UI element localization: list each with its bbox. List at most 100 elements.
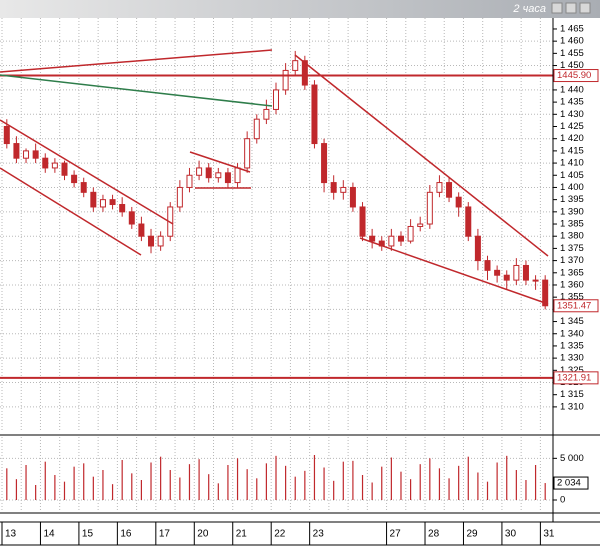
y-tick-label: 1 405 (560, 170, 584, 181)
candle-body (215, 172, 222, 179)
candle-body (99, 199, 106, 208)
candle-body (109, 199, 116, 206)
y-tick-label: 1 380 (560, 231, 584, 242)
candle-body (32, 150, 39, 159)
y-tick-label: 1 355 (560, 292, 584, 303)
candle-body (42, 157, 49, 169)
y-tick-label: 1 345 (560, 316, 584, 327)
candle-body (51, 162, 58, 169)
candle-body (3, 125, 10, 145)
candle-body (388, 235, 395, 247)
trend-line (189, 151, 251, 173)
candle-body (80, 182, 87, 193)
window-button[interactable] (579, 2, 591, 14)
trend-lines (0, 49, 549, 305)
y-tick-label: 1 415 (560, 145, 584, 156)
y-tick-label: 5 000 (560, 453, 584, 464)
x-tick-label: 16 (120, 529, 132, 540)
price-label: 1351.47 (557, 300, 591, 311)
candle-body (23, 150, 30, 159)
x-tick-label: 22 (274, 529, 286, 540)
candle-body (330, 182, 337, 193)
marks (0, 50, 553, 500)
x-tick-label: 27 (390, 529, 402, 540)
candle-body (407, 225, 414, 242)
x-tick-label: 20 (197, 529, 209, 540)
candle-body (397, 235, 404, 242)
timeframe-title: 2 часа (512, 3, 546, 15)
candle-body (426, 191, 433, 225)
price-label-box (553, 69, 599, 83)
y-tick-label: 1 325 (560, 365, 584, 376)
y-tick-label: 1 465 (560, 23, 584, 34)
y-tick-label: 1 370 (560, 255, 584, 266)
candle-body (340, 186, 347, 193)
y-tick-label: 1 450 (560, 60, 584, 71)
candle-body (128, 211, 135, 225)
y-tick-label: 1 315 (560, 389, 584, 400)
x-tick-label: 21 (236, 529, 248, 540)
candle-body (13, 143, 20, 159)
x-tick-label: 17 (159, 529, 171, 540)
trend-line (359, 237, 549, 305)
trend-line (0, 119, 174, 225)
x-tick-label: 15 (82, 529, 94, 540)
candle-body (119, 204, 126, 213)
candle-body (417, 223, 424, 227)
candle-body (503, 274, 510, 281)
title-bar (0, 0, 600, 18)
y-tick-label: 1 330 (560, 353, 584, 364)
x-tick-label: 30 (505, 529, 517, 540)
candle-body (244, 138, 251, 169)
y-tick-label: 1 340 (560, 328, 584, 339)
candle-body (176, 186, 183, 208)
y-tick-label: 1 395 (560, 194, 584, 205)
candle-body (455, 196, 462, 208)
y-tick-label: 1 420 (560, 133, 584, 144)
candle-body (234, 167, 241, 184)
trend-line (294, 54, 549, 257)
candle-body (196, 167, 203, 176)
x-tick-label: 29 (466, 529, 478, 540)
candle-body (273, 89, 279, 110)
y-tick-label: 1 455 (560, 48, 584, 59)
y-tick-label: 1 375 (560, 243, 584, 254)
x-tick-label: 13 (5, 529, 17, 540)
candle-body (349, 186, 356, 208)
candle-body (532, 279, 539, 282)
candle-body (138, 223, 145, 237)
candle-body (542, 279, 549, 307)
y-tick-label: 1 440 (560, 84, 584, 95)
y-tick-label: 1 400 (560, 182, 584, 193)
candle-body (474, 235, 481, 262)
candle-body (436, 182, 443, 193)
trend-line (0, 74, 273, 107)
candle-body (224, 172, 231, 184)
trend-line (0, 49, 273, 73)
x-tick-label: 31 (543, 529, 555, 540)
candle-body (311, 84, 318, 145)
price-label-box (553, 299, 599, 313)
x-tick-label: 28 (428, 529, 440, 540)
y-tick-label: 1 460 (560, 36, 584, 47)
candle-body (494, 269, 501, 276)
window-button[interactable] (565, 2, 577, 14)
trend-line (0, 167, 142, 256)
candle-body (205, 167, 212, 179)
candle-body (369, 235, 376, 242)
candle-body (301, 60, 308, 86)
candle-body (359, 206, 366, 237)
y-tick-label: 1 425 (560, 121, 584, 132)
candle-body (321, 143, 328, 184)
candle-body (61, 162, 68, 176)
candle-body (186, 174, 193, 188)
y-tick-label: 1 430 (560, 109, 584, 120)
y-tick-label: 1 335 (560, 340, 584, 351)
y-tick-label: 1 310 (560, 401, 584, 412)
candle-body (465, 206, 472, 237)
candle-body (522, 264, 529, 281)
candle-body (157, 235, 164, 247)
window-button[interactable] (551, 2, 563, 14)
candle-body (148, 235, 155, 247)
